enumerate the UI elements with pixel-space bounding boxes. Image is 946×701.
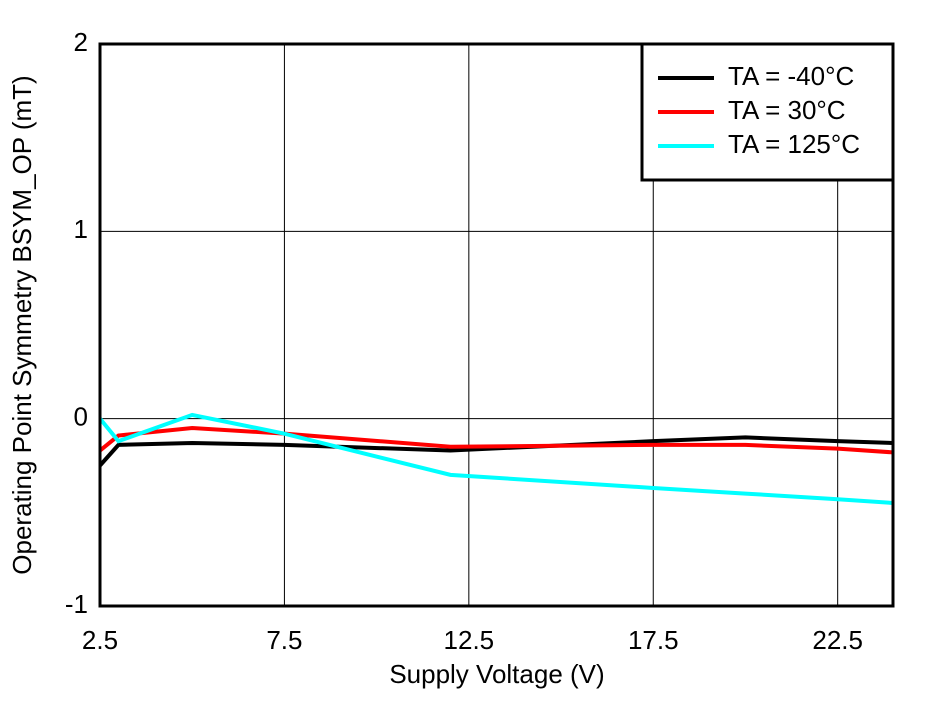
y-axis-label: Operating Point Symmetry BSYM_OP (mT): [7, 75, 37, 574]
legend-label: TA = -40°C: [728, 61, 854, 91]
y-tick-label: 0: [74, 402, 88, 432]
x-axis-label: Supply Voltage (V): [389, 659, 604, 689]
series-line: [98, 435, 894, 467]
y-tick-label: 1: [74, 214, 88, 244]
y-tick-label: 2: [74, 27, 88, 57]
legend-label: TA = 125°C: [728, 129, 860, 159]
x-tick-label: 12.5: [444, 625, 495, 655]
plot-border: [98, 42, 895, 608]
x-tick-label: 22.5: [812, 625, 863, 655]
series-line: [98, 412, 894, 505]
x-tick-label: 17.5: [628, 625, 679, 655]
legend-label: TA = 30°C: [728, 95, 846, 125]
y-tick-label: -1: [65, 589, 88, 619]
x-tick-label: 2.5: [82, 625, 118, 655]
x-tick-label: 7.5: [266, 625, 302, 655]
